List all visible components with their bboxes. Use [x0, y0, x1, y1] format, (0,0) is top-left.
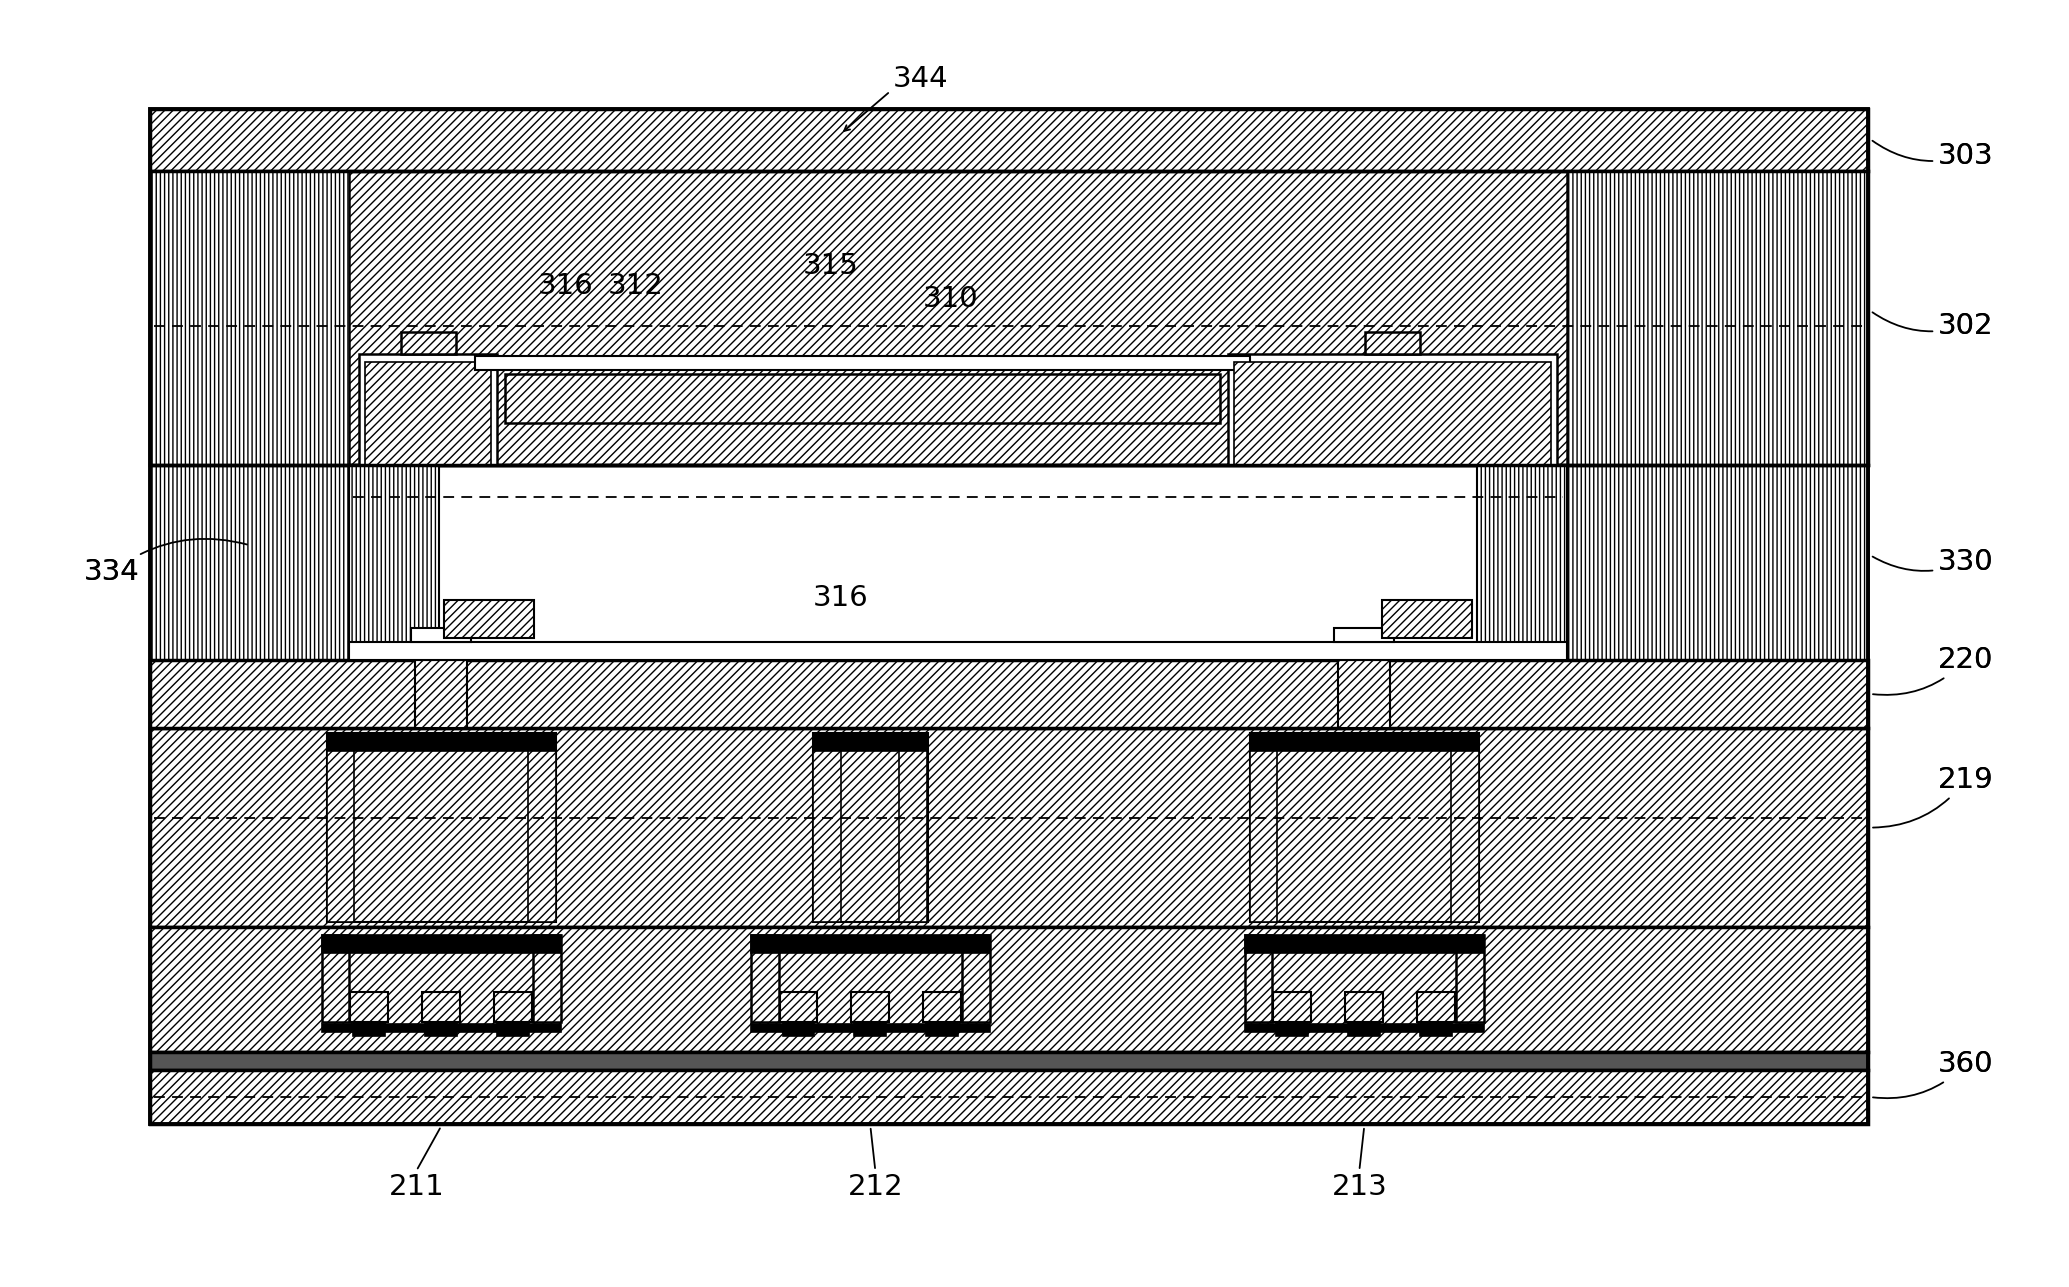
Text: 315: 315: [803, 252, 859, 279]
Bar: [1246, 936, 1483, 954]
Text: 219: 219: [1872, 766, 1995, 828]
Text: 344: 344: [892, 66, 948, 93]
Bar: [1566, 466, 1868, 660]
Text: 330: 330: [1872, 548, 1995, 577]
Bar: [1477, 466, 1566, 660]
Bar: [149, 1069, 1868, 1124]
Bar: [1246, 936, 1272, 1022]
Bar: [1227, 354, 1556, 466]
Bar: [854, 1022, 886, 1036]
Bar: [494, 992, 532, 1022]
Bar: [1417, 992, 1455, 1022]
Text: 316: 316: [538, 272, 594, 300]
Text: 360: 360: [1872, 1050, 1995, 1098]
Bar: [1419, 1022, 1452, 1036]
Bar: [416, 660, 468, 728]
Bar: [1250, 732, 1479, 750]
Bar: [1277, 1022, 1308, 1036]
Text: 303: 303: [1939, 142, 1995, 170]
Text: 330: 330: [1939, 548, 1995, 577]
Bar: [350, 642, 1566, 660]
Text: 316: 316: [813, 584, 869, 613]
Bar: [751, 936, 991, 954]
Bar: [1335, 628, 1395, 642]
Text: 212: 212: [848, 1172, 904, 1201]
Text: 360: 360: [1939, 1050, 1995, 1079]
Bar: [528, 750, 557, 923]
Bar: [813, 750, 842, 923]
Bar: [350, 466, 439, 660]
Bar: [366, 362, 490, 466]
Text: 303: 303: [1872, 140, 1995, 170]
Bar: [782, 1022, 815, 1036]
Bar: [852, 992, 890, 1022]
Bar: [321, 936, 350, 1022]
Bar: [445, 600, 534, 638]
Bar: [149, 660, 1868, 728]
Bar: [149, 466, 350, 660]
Bar: [751, 936, 778, 1022]
Bar: [426, 1022, 457, 1036]
Bar: [1457, 936, 1483, 1022]
Text: 302: 302: [1939, 311, 1995, 340]
Bar: [350, 992, 389, 1022]
Bar: [350, 466, 1566, 660]
Bar: [1246, 1024, 1483, 1032]
Text: 213: 213: [1332, 1172, 1386, 1201]
Bar: [751, 1024, 991, 1032]
Bar: [149, 1051, 1868, 1069]
Bar: [1349, 1022, 1380, 1036]
Bar: [321, 1024, 561, 1032]
Text: 302: 302: [1872, 311, 1995, 340]
Text: 220: 220: [1939, 646, 1992, 674]
Bar: [321, 936, 561, 954]
Bar: [149, 171, 1868, 466]
Bar: [813, 732, 929, 923]
Bar: [534, 936, 561, 1022]
Bar: [900, 750, 927, 923]
Text: 219: 219: [1939, 766, 1995, 794]
Bar: [1345, 992, 1384, 1022]
Text: 334: 334: [85, 559, 141, 586]
Bar: [923, 992, 962, 1022]
Bar: [497, 1022, 530, 1036]
Bar: [1382, 600, 1471, 638]
Bar: [780, 992, 817, 1022]
Bar: [327, 732, 557, 750]
Bar: [927, 1022, 958, 1036]
Bar: [1566, 171, 1868, 466]
Bar: [1339, 660, 1390, 728]
Text: 220: 220: [1872, 646, 1992, 695]
Bar: [149, 109, 1868, 1124]
Bar: [149, 109, 1868, 171]
Bar: [354, 1022, 385, 1036]
Bar: [1450, 750, 1479, 923]
Bar: [149, 728, 1868, 928]
Bar: [412, 628, 472, 642]
Text: 211: 211: [389, 1172, 445, 1201]
Bar: [476, 355, 1250, 369]
Text: 312: 312: [608, 272, 664, 300]
Bar: [962, 936, 991, 1022]
Bar: [1366, 332, 1419, 354]
Text: 310: 310: [923, 284, 979, 313]
Bar: [401, 332, 457, 354]
Bar: [149, 171, 350, 466]
Bar: [327, 732, 557, 923]
Bar: [813, 732, 929, 750]
Bar: [1233, 362, 1552, 466]
Bar: [422, 992, 459, 1022]
Text: 334: 334: [85, 539, 246, 586]
Bar: [1275, 992, 1312, 1022]
Bar: [149, 171, 1868, 466]
Bar: [505, 373, 1219, 423]
Bar: [149, 928, 1868, 1051]
Bar: [327, 750, 354, 923]
Bar: [1250, 750, 1277, 923]
Bar: [1250, 732, 1479, 923]
Bar: [360, 354, 497, 466]
